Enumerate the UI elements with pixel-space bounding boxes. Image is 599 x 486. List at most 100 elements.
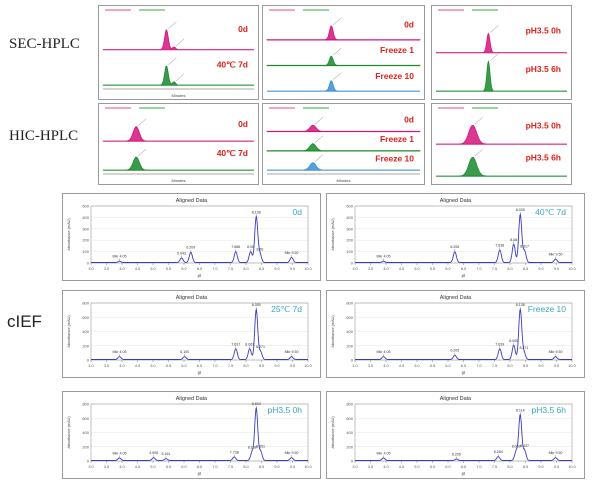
peak-callout — [474, 117, 483, 125]
x-tick-label: 3.5 — [368, 364, 373, 368]
x-tick-label: 6.0 — [445, 267, 450, 271]
x-tick-label: 6.5 — [197, 267, 202, 271]
x-axis-label: pI — [198, 370, 202, 375]
chart-title: Aligned Data — [440, 295, 472, 301]
x-tick-label: 3.5 — [104, 465, 109, 469]
x-tick-label: 8.5 — [523, 364, 528, 368]
x-tick-label: 7.5 — [228, 465, 233, 469]
y-tick-label: 600 — [82, 416, 89, 421]
chart-condition-label: pH3.5 6h — [532, 405, 567, 415]
peak-label: 5.161 — [162, 452, 171, 456]
peak-callout — [314, 135, 324, 143]
series-green-peak — [103, 156, 254, 171]
x-tick-label: 10.0 — [304, 364, 311, 368]
y-axis-label: Absorbance (mAU) — [67, 416, 71, 449]
y-tick-label: 0 — [87, 358, 90, 363]
cief-chart-0d: Aligned Data 0d 0 100 200 300 400 500 3.0 3.5 4.0 4… — [62, 193, 321, 281]
x-tick-label: 6.5 — [197, 465, 202, 469]
x-tick-label: 6.5 — [461, 364, 466, 368]
x-axis-label: pI — [462, 370, 466, 375]
peak-label: 6.205 — [452, 453, 461, 457]
x-tick-label: 8.5 — [259, 465, 264, 469]
chart-condition-label: pH3.5 0h — [268, 405, 303, 415]
series-green-peak — [436, 60, 567, 92]
series-green-peak — [436, 156, 567, 177]
cief-trace — [91, 307, 308, 360]
cief-trace — [355, 413, 572, 461]
x-tick-label: 9.0 — [274, 364, 279, 368]
y-axis-label: Absorbance (mAU) — [331, 315, 335, 348]
x-tick-label: 7.0 — [476, 267, 481, 271]
plot-area — [354, 302, 573, 361]
y-tick-label: 200 — [82, 444, 89, 449]
cief-chart-ph35-6h: Aligned Data pH3.5 6h 0 200 400 600 800 3.0 3.5 4… — [326, 391, 585, 479]
cief-chart-freeze-10: Aligned Data Freeze 10 0 200 400 600 800 3.0 3.5… — [326, 290, 585, 378]
x-tick-label: 4.5 — [399, 267, 404, 271]
y-tick-label: 800 — [82, 301, 89, 306]
peak-label: 8.06 — [247, 245, 254, 249]
x-tick-label: 10.0 — [568, 465, 575, 469]
x-tick-label: 6.0 — [445, 465, 450, 469]
peak-label: Mkr 4.05 — [113, 452, 127, 456]
series-pink-peak — [266, 25, 421, 41]
peak-label: Mkr 9.50 — [549, 451, 563, 455]
peak-label: Mkr 9.50 — [549, 350, 563, 354]
cief-trace — [91, 214, 308, 263]
x-tick-label: 4.5 — [399, 364, 404, 368]
y-tick-label: 200 — [82, 343, 89, 348]
x-tick-label: 9.0 — [538, 364, 543, 368]
x-axis-label: Minutes — [336, 178, 350, 183]
peak-label: 8.284 — [494, 450, 503, 454]
series-label: Freeze 1 — [380, 134, 414, 144]
chart-condition-label: 0d — [293, 207, 303, 217]
x-tick-label: 5.5 — [430, 267, 435, 271]
x-tick-label: 7.0 — [212, 364, 217, 368]
x-tick-label: 8.0 — [507, 267, 512, 271]
row-label-cief: cIEF — [7, 312, 42, 331]
x-tick-label: 6.5 — [197, 364, 202, 368]
x-tick-label: 5.0 — [150, 267, 155, 271]
peak-label: 7.637 — [231, 342, 240, 346]
x-tick-label: 9.0 — [538, 267, 543, 271]
peak-label: 8.114 — [516, 408, 525, 412]
x-tick-label: 7.5 — [492, 465, 497, 469]
plot-area — [90, 403, 309, 462]
x-tick-label: 4.0 — [119, 267, 124, 271]
peak-label: Mkr 9.50 — [549, 253, 563, 257]
x-tick-label: 7.5 — [228, 267, 233, 271]
x-tick-label: 6.5 — [461, 267, 466, 271]
x-tick-label: 10.0 — [304, 267, 311, 271]
chart-condition-label: 40℃ 7d — [535, 207, 566, 217]
y-tick-label: 500 — [346, 204, 353, 209]
y-tick-label: 0 — [351, 358, 354, 363]
x-tick-label: 4.5 — [399, 465, 404, 469]
y-tick-label: 400 — [346, 215, 353, 220]
peak-callout — [168, 57, 177, 66]
x-tick-label: 5.0 — [414, 267, 419, 271]
y-tick-label: 0 — [87, 261, 90, 266]
x-tick-label: 4.0 — [383, 465, 388, 469]
peak-callout — [175, 38, 185, 47]
x-tick-label: 9.0 — [274, 465, 279, 469]
x-tick-label: 9.0 — [274, 267, 279, 271]
peak-label: 8.437 — [520, 444, 529, 448]
x-axis-label: pI — [462, 273, 466, 278]
peak-label: 8.317 — [520, 245, 529, 249]
x-tick-label: 4.5 — [135, 465, 140, 469]
x-tick-label: 10.0 — [568, 364, 575, 368]
peak-label: 8.351 — [256, 445, 265, 449]
y-tick-label: 400 — [346, 329, 353, 334]
hic-hplc-chart-ph: pH3.5 0h pH3.5 6h — [431, 103, 572, 185]
y-tick-label: 800 — [82, 402, 89, 407]
x-tick-label: 9.5 — [290, 267, 295, 271]
x-tick-label: 8.5 — [523, 267, 528, 271]
x-tick-label: 8.0 — [243, 364, 248, 368]
series-label: pH3.5 6h — [526, 64, 561, 74]
series-blue-peak — [267, 162, 420, 171]
x-tick-label: 8.5 — [259, 364, 264, 368]
peak-label: Mkr 4.05 — [377, 255, 391, 259]
series-label: 0d — [238, 119, 248, 129]
chart-title: Aligned Data — [176, 396, 208, 402]
peak-label: 8.138 — [248, 445, 257, 449]
x-tick-label: 7.5 — [492, 364, 497, 368]
